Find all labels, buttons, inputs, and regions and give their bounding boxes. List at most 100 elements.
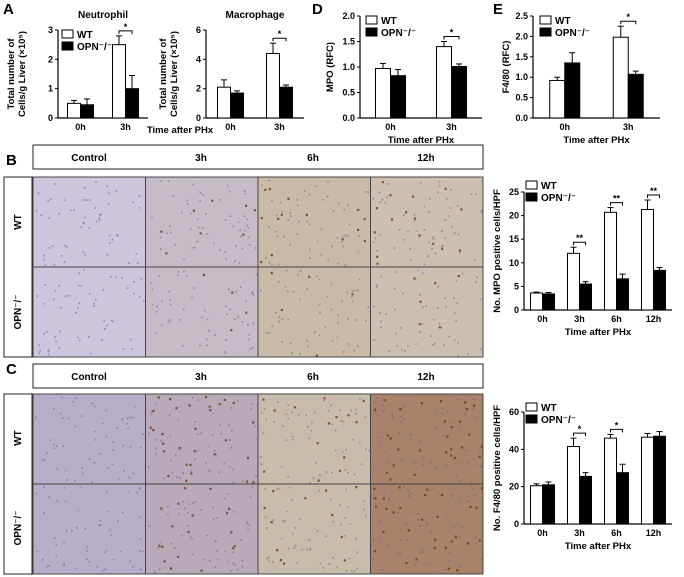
legend-swatch-opn [61,41,74,51]
y-tick-label: 0 [514,305,519,315]
chart-title: Neutrophil [78,10,128,21]
micro-tile-bg [257,176,371,268]
micro-stained-cells [160,199,256,255]
y-tick-label: 1.0 [342,62,355,72]
x-tick-label: 3h [446,122,457,132]
y-axis-label: No. F4/80 positive cells/HPF [492,405,503,531]
micro-tile-bg [370,266,484,358]
bar-opn [125,88,139,119]
micro-nuclei [260,269,369,356]
chart-a-macrophage: 0 2 4 6 Total number of Cells/g Liver (×10⁵) M… [158,10,304,132]
legend-label-opn: OPN⁻/⁻ [555,28,590,39]
bar-wt [530,292,543,311]
significance-bracket [272,37,287,42]
bar-opn [627,73,644,119]
legend-swatch-wt [539,15,552,25]
micro-stained-cells [373,486,483,572]
panel-label-e: E [493,1,503,18]
micro-c-row-opn: OPN⁻/⁻ [13,510,24,545]
micro-tile-bg [145,176,259,268]
y-tick-label: 2.0 [515,31,528,41]
x-tick-label: 12h [646,528,662,538]
bar-wt [436,46,452,119]
micro-c-col-6h: 6h [307,372,319,383]
significance-bracket [647,194,660,199]
bar-wt [530,485,543,525]
y-tick-label: 20 [509,482,519,492]
chart-e-f480-rfc: 0.0 0.5 1.0 1.5 2.0 2.5 F4/80 (RFC) 0h 3h * Time a… [501,11,660,146]
y-tick-label: 60 [509,407,519,417]
y-tick-label: 0.0 [342,113,355,123]
micro-nuclei [35,396,144,483]
micro-tile [257,483,371,575]
legend-swatch-opn [365,27,378,37]
bar-wt [112,44,126,119]
micro-tile [145,266,259,358]
bar-wt [67,102,81,119]
chart-title: Macrophage [226,10,285,21]
x-tick-label: 6h [611,528,622,538]
micro-tile [370,483,484,575]
bar-wt [567,252,580,311]
legend-label-wt: WT [555,16,571,27]
micro-b-header-box [32,144,484,170]
x-tick-label: 3h [623,122,634,132]
micro-nuclei [372,486,482,571]
micro-tile [257,266,371,358]
legend-label-wt: WT [77,30,93,41]
panel-label-d: D [312,1,323,18]
legend-label-wt: WT [541,403,557,414]
micro-tile [257,176,371,268]
legend-swatch-wt [525,180,538,190]
legend-label-wt: WT [381,16,397,27]
chart-d-mpo-rfc: 0.0 0.5 1.0 1.5 2.0 MPO (RFC) 0h 3h * Time after … [325,11,482,146]
micro-c-row-box [3,393,33,575]
micro-b-row-wt: WT [13,214,24,230]
micro-b-col-3h: 3h [195,153,207,164]
x-tick-label: 0h [537,528,548,538]
y-axis-label: No. MPO positive cells/HPF [492,189,503,313]
micro-c-header-box [32,363,484,389]
bar-opn [542,484,555,525]
legend-label-wt: WT [541,181,557,192]
x-tick-label: 3h [120,122,131,132]
y-tick-label: 15 [509,234,519,244]
x-tick-label: 12h [646,314,662,324]
micrograph-grid-b: Control 3h 6h 12h WT OPN⁻/⁻ [3,144,484,358]
x-tick-label: 3h [574,528,585,538]
significance-label: ** [613,194,621,204]
chart-c-f480-cells: 0 20 40 60 No. F4/80 positive cells/HPF 0h 3h 6… [492,402,672,552]
y-axis-label: Cells/g Liver (×10⁵) [17,31,28,117]
x-tick-label: 0h [537,314,548,324]
panel-label-b: B [6,152,17,169]
y-tick-label: 40 [509,444,519,454]
micro-tile-bg [370,483,484,575]
y-tick-label: 5 [514,281,519,291]
micro-tile [145,176,259,268]
bar-opn [279,86,293,119]
bar-wt [641,436,654,525]
x-tick-label: 0h [559,122,570,132]
x-axis-label: Time after PHx [563,135,630,146]
micro-b-col-6h: 6h [307,153,319,164]
bar-wt [604,211,617,311]
bar-wt [641,208,654,311]
micro-c-row-wt: WT [13,430,24,446]
micro-tile-bg [145,393,259,485]
micro-tile [370,393,484,485]
micro-tile-bg [32,483,146,575]
micro-tile-bg [257,266,371,358]
chart-b-mpo-cells: 0 5 10 15 20 25 No. MPO positive cells/HPF 0h 3h… [492,180,672,338]
significance-bracket [573,241,586,246]
x-tick-label: 0h [385,122,396,132]
legend-label-opn: OPN⁻/⁻ [541,193,576,204]
y-tick-label: 0 [196,113,201,123]
y-tick-label: 1.5 [342,37,355,47]
x-tick-label: 3h [274,122,285,132]
y-tick-label: 0.5 [515,93,528,103]
micro-c-col-3h: 3h [195,372,207,383]
y-axis-label: F4/80 (RFC) [501,41,512,94]
micro-tile [32,483,146,575]
micro-c-col-control: Control [71,372,107,383]
bar-opn [390,75,406,119]
